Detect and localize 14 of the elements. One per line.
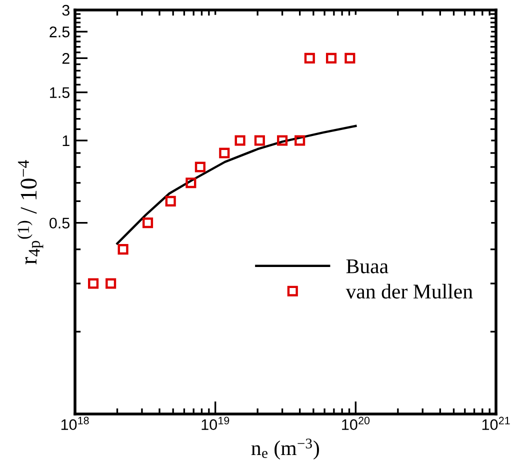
x-tick-label: 10$^{18}$ bbox=[61, 416, 89, 430]
y-tick-label: 2 bbox=[62, 53, 70, 64]
y-axis-title: r$_{4p}$$^{(1)}$ / 10$^{−4}$ bbox=[17, 160, 44, 264]
y-tick-label: 1.5 bbox=[50, 87, 70, 98]
y-tick-label: 2.5 bbox=[50, 26, 70, 38]
x-tick-label: 10$^{19}$ bbox=[202, 416, 230, 430]
x-tick-label: 10$^{20}$ bbox=[342, 416, 370, 430]
y-tick-label: 1 bbox=[62, 136, 70, 146]
legend-label: van der Mullen bbox=[346, 284, 473, 299]
x-tick-label: 10$^{21}$ bbox=[482, 416, 510, 430]
y-tick-label: 0.5 bbox=[50, 218, 70, 229]
x-axis-title: n$_{e}$ (m$^{−3}$) bbox=[251, 438, 319, 460]
legend-label: Buaa bbox=[346, 259, 388, 274]
y-tick-label: 3 bbox=[62, 4, 70, 16]
